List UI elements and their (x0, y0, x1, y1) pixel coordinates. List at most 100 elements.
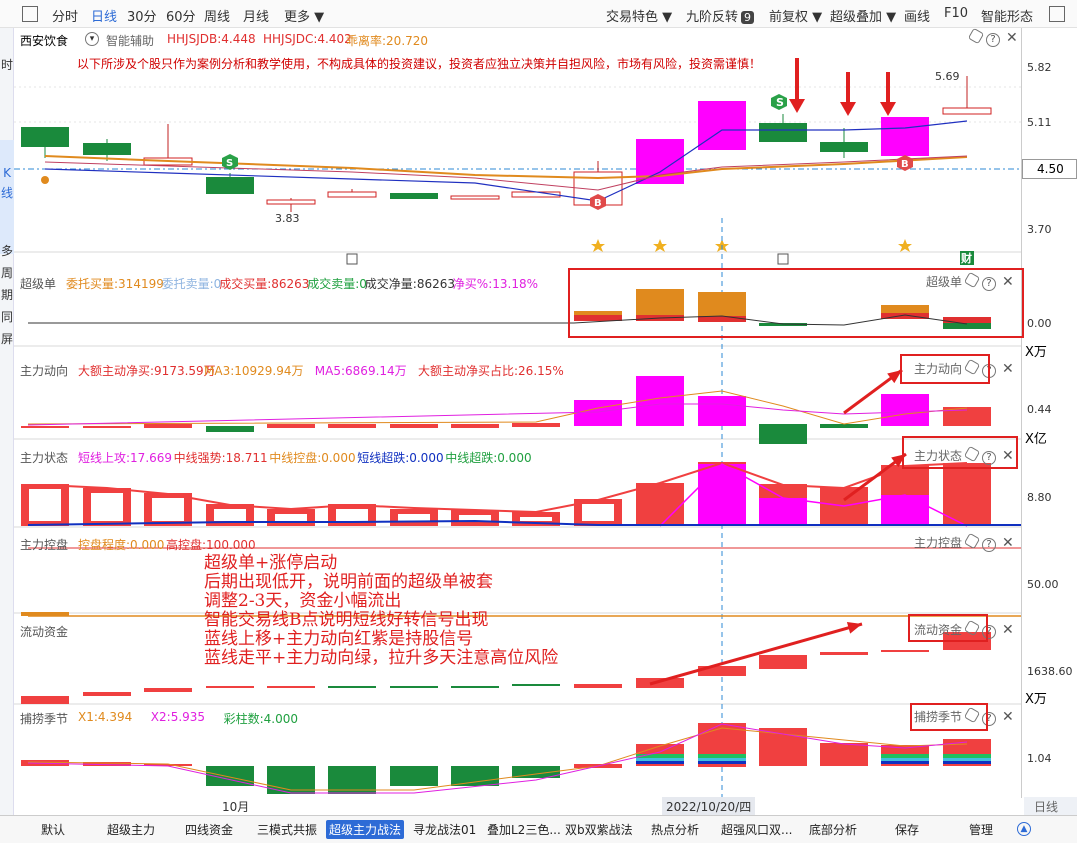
control-panel-controls: 主力控盘? ✕ (914, 532, 1014, 552)
main-force-ma5-line (27, 403, 968, 426)
period-label[interactable]: 日线 (1024, 797, 1077, 815)
state-help-icon[interactable]: ? (982, 451, 997, 465)
season-color-a-2 (881, 754, 929, 758)
state-bar-inner-1 (91, 493, 123, 521)
bottom-tab-9[interactable]: 超强风口双... (721, 823, 793, 837)
toolbar-right-item-0[interactable]: 交易特色 ▼ (606, 10, 673, 25)
bottom-tab-2[interactable]: 四线资金 (185, 823, 234, 837)
main-force-bar-7 (451, 424, 499, 428)
toolbar-tab-5[interactable]: 月线 (243, 10, 270, 25)
left-strip-label-0[interactable]: 时 (0, 58, 13, 72)
window-toggle-icon[interactable] (1049, 6, 1065, 22)
bottom-tab-11[interactable]: 保存 (895, 823, 920, 837)
price-axis (1021, 28, 1077, 798)
toolbar-right-item-5[interactable]: F10 (944, 6, 969, 21)
control-field-0: 控盘程度:0.000 (78, 538, 165, 552)
control-settings-icon[interactable] (963, 532, 981, 550)
season-color-b-0 (636, 758, 684, 761)
assist-dropdown-icon[interactable]: ▾ (85, 32, 99, 46)
settings-icon[interactable] (967, 27, 985, 45)
main-force-bar-11 (698, 396, 746, 426)
down-arrow-head-0 (789, 99, 805, 113)
season-close-icon[interactable]: ✕ (1002, 709, 1014, 725)
bottom-tab-12[interactable]: 管理 (969, 823, 994, 837)
control-close-icon[interactable]: ✕ (1002, 535, 1014, 551)
signal-star-3 (898, 239, 912, 252)
highlight-box-flow (908, 614, 988, 642)
super-panel-tag[interactable]: 超级单 (926, 275, 963, 289)
s-marker-label-2: S (226, 158, 233, 169)
state-panel-tag[interactable]: 主力状态 (914, 449, 963, 463)
toolbar-right-item-1[interactable]: 九阶反转 9 (686, 6, 755, 25)
toolbar-tab-1[interactable]: 日线 (91, 10, 118, 25)
flow-close-icon[interactable]: ✕ (1002, 622, 1014, 638)
season-panel-tag[interactable]: 捕捞季节 (914, 710, 963, 724)
season-help-icon[interactable]: ? (982, 712, 997, 726)
bottom-tab-6[interactable]: 叠加L2三色... (487, 823, 561, 837)
state-bar-inner-6 (398, 514, 430, 521)
bottom-tab-3[interactable]: 三模式共振 (257, 823, 318, 837)
toolbar: 分时 日线 30分 60分 周线 月线 更多 ▼ 交易特色 ▼ 九阶反转 9 前复权 ▼ 超级叠加 … (0, 0, 1077, 28)
left-strip-label-6[interactable]: 同 (0, 310, 13, 324)
left-strip-label-2[interactable]: 线 (0, 186, 13, 200)
assist-label[interactable]: 智能辅助 (106, 34, 155, 48)
chart-canvas[interactable]: 5.69 3.83 S S B B 财 (14, 28, 1021, 798)
left-strip-label-5[interactable]: 期 (0, 288, 13, 302)
buy-signal-b-icon (590, 194, 606, 210)
axis-unit-super: X万 (1025, 345, 1047, 360)
bottom-tab-4[interactable]: 超级主力战法 (326, 820, 405, 839)
sell-signal-1-icon (222, 154, 238, 170)
bottom-tab-10[interactable]: 底部分析 (809, 823, 858, 837)
candle-body-13 (820, 142, 868, 152)
state-attack-line (659, 463, 968, 527)
pointer-arrow-head-0 (887, 370, 902, 384)
super-close-icon[interactable]: ✕ (1002, 274, 1014, 290)
toolbar-tab-3[interactable]: 60分 (166, 10, 196, 25)
toolbar-tab-4[interactable]: 周线 (204, 10, 231, 25)
flow-help-icon[interactable]: ? (982, 625, 997, 639)
bottom-tab-8[interactable]: 热点分析 (651, 823, 700, 837)
bottom-tab-5[interactable]: 寻龙战法01 (413, 823, 477, 837)
season-bar-7 (451, 766, 499, 786)
kline-view-active[interactable] (0, 140, 14, 254)
bottom-tab-0[interactable]: 默认 (41, 823, 66, 837)
expand-up-icon[interactable]: ▲ (1017, 822, 1031, 836)
flow-panel-name: 流动资金 (20, 625, 69, 639)
close-icon[interactable]: ✕ (1006, 30, 1018, 46)
left-strip-label-4[interactable]: 周 (0, 266, 13, 280)
toolbar-right-item-3[interactable]: 超级叠加 ▼ (830, 10, 897, 25)
state-magenta-bar-0 (698, 464, 746, 526)
pointer-arrow-shaft-2 (649, 622, 863, 686)
main-force-field-3: 大额主动净买占比:26.15% (418, 364, 564, 378)
state-close-icon[interactable]: ✕ (1002, 448, 1014, 464)
control-panel-tag[interactable]: 主力控盘 (914, 536, 963, 550)
toolbar-tab-6[interactable]: 更多 ▼ (284, 10, 325, 25)
state-field-3: 短线超跌:0.000 (357, 451, 444, 465)
flow-panel-tag[interactable]: 流动资金 (914, 623, 963, 637)
main-force-panel-tag[interactable]: 主力动向 (914, 362, 963, 376)
layout-icon[interactable] (22, 6, 38, 22)
toolbar-tab-0[interactable]: 分时 (52, 10, 79, 25)
main-force-close-icon[interactable]: ✕ (1002, 361, 1014, 377)
super-field-2: 成交买量:86263 (219, 277, 310, 291)
left-strip-label-7[interactable]: 屏 (0, 332, 13, 346)
toolbar-right-item-4[interactable]: 画线 (904, 10, 931, 25)
left-strip-label-3[interactable]: 多 (0, 244, 13, 258)
bottom-tab-7[interactable]: 双b双紫战法 (565, 823, 633, 837)
super-field-1: 委托卖量:0 (161, 277, 222, 291)
main-force-bar-9 (574, 400, 622, 426)
state-bar-10 (636, 483, 684, 526)
down-arrow-head-1 (840, 102, 856, 116)
finance-icon (960, 251, 974, 265)
control-bar-0 (21, 612, 69, 616)
toolbar-right-item-2[interactable]: 前复权 ▼ (769, 10, 823, 25)
super-field-0: 委托买量:314199 (66, 277, 164, 291)
main-force-bar-15 (943, 407, 991, 426)
super-help-icon[interactable]: ? (982, 277, 997, 291)
help-icon[interactable]: ? (986, 33, 1000, 47)
toolbar-right-item-6[interactable]: 智能形态 (981, 10, 1034, 25)
control-help-icon[interactable]: ? (982, 538, 997, 552)
left-strip-label-1[interactable]: K (3, 166, 11, 180)
toolbar-tab-2[interactable]: 30分 (127, 10, 157, 25)
bottom-tab-1[interactable]: 超级主力 (107, 823, 156, 837)
